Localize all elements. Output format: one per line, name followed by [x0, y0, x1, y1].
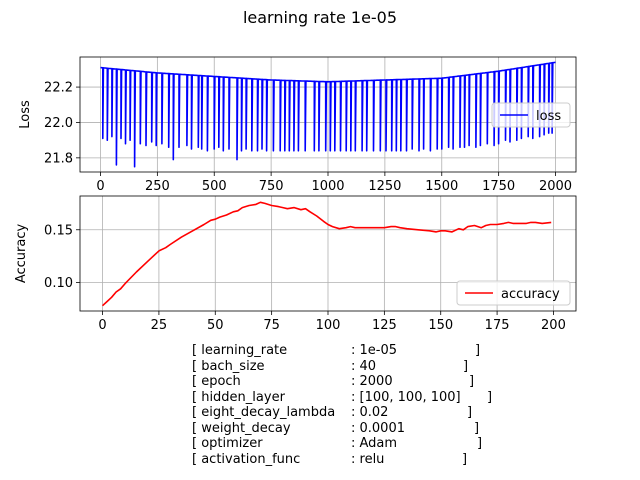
param-key: [ bach_size	[192, 358, 265, 374]
x-tick-label: 0	[96, 179, 104, 194]
y-axis-label: Accuracy	[14, 224, 29, 284]
x-tick-label: 0	[98, 318, 106, 333]
param-key: [ epoch	[192, 374, 241, 389]
x-tick-label: 50	[207, 318, 224, 333]
param-row: [ epoch : 2000]	[192, 374, 522, 390]
param-row: [ activation_func : relu]	[192, 452, 522, 468]
x-tick-label: 200	[541, 318, 566, 333]
param-value: : 1e-05	[351, 343, 398, 358]
x-tick-label: 25	[151, 318, 168, 333]
accuracy-line	[101, 201, 552, 307]
param-row: [ optimizer : Adam]	[192, 436, 522, 452]
x-tick-label: 150	[428, 318, 453, 333]
param-key: [ learning_rate	[192, 343, 288, 358]
y-tick-label: 22.2	[44, 81, 73, 96]
param-bracket: ]	[475, 343, 481, 358]
loss-line	[100, 61, 556, 168]
param-key: [ hidden_layer	[192, 389, 285, 405]
x-tick-label: 1750	[482, 179, 515, 194]
x-tick-label: 125	[372, 318, 397, 333]
param-key: [ eight_decay_lambda	[192, 405, 336, 420]
plot-frame	[79, 56, 577, 173]
param-value: : 2000	[351, 374, 393, 389]
y-tick-label: 0.15	[44, 223, 73, 238]
figure-title: learning rate 1e-05	[243, 8, 397, 27]
x-tick-label: 250	[145, 179, 170, 194]
x-tick-label: 175	[485, 318, 510, 333]
param-value: : Adam	[351, 436, 398, 451]
param-value: : [100, 100, 100]	[351, 389, 461, 405]
param-bracket: ]	[467, 405, 473, 420]
y-tick-label: 22.0	[44, 116, 73, 131]
param-bracket: ]	[477, 436, 483, 451]
legend-box	[456, 280, 571, 306]
param-bracket: ]	[462, 451, 468, 467]
x-tick-label: 75	[263, 318, 280, 333]
param-bracket: ]	[469, 374, 475, 389]
param-row: [ bach_size : 40]	[192, 359, 522, 375]
legend-label: loss	[536, 109, 561, 124]
y-tick-label: 21.8	[44, 151, 73, 166]
x-tick-label: 500	[202, 179, 227, 194]
param-bracket: ]	[487, 389, 493, 405]
param-row: [ eight_decay_lambda : 0.02]	[192, 405, 522, 421]
param-value: : 0.02	[351, 405, 389, 420]
param-row: [ hidden_layer : [100, 100, 100]]	[192, 390, 522, 406]
param-value: : 40	[351, 358, 377, 374]
legend-label: accuracy	[501, 287, 560, 302]
accuracy-plot: 0 25 50 75 100 125 150 175 200 0.10 0.15 Accuracy ac…	[14, 195, 577, 333]
y-axis-label: Loss	[18, 100, 33, 129]
param-row: [ learning_rate : 1e-05]	[192, 343, 522, 359]
param-value: : relu	[351, 451, 385, 467]
x-tick-label: 1000	[311, 179, 344, 194]
loss-plot: 0 250 500 750 1000 1250 1500 1750 2000 21.8 22.0 22…	[18, 56, 577, 194]
plot-frame	[79, 195, 577, 312]
param-key: [ activation_func	[192, 451, 301, 467]
param-bracket: ]	[474, 420, 480, 436]
x-tick-label: 100	[316, 318, 341, 333]
param-bracket: ]	[463, 358, 469, 374]
legend-box	[491, 102, 571, 128]
x-tick-label: 1250	[368, 179, 401, 194]
x-tick-label: 1500	[425, 179, 458, 194]
param-key: [ optimizer	[192, 436, 263, 451]
param-value: : 0.0001	[351, 420, 405, 436]
param-key: [ weight_decay	[192, 420, 291, 436]
param-row: [ weight_decay : 0.0001]	[192, 421, 522, 437]
x-tick-label: 2000	[539, 179, 572, 194]
x-tick-label: 750	[259, 179, 284, 194]
hyperparameter-list: [ learning_rate: 1e-05][ bach_size: 40][…	[192, 343, 522, 467]
y-tick-label: 0.10	[44, 276, 73, 291]
